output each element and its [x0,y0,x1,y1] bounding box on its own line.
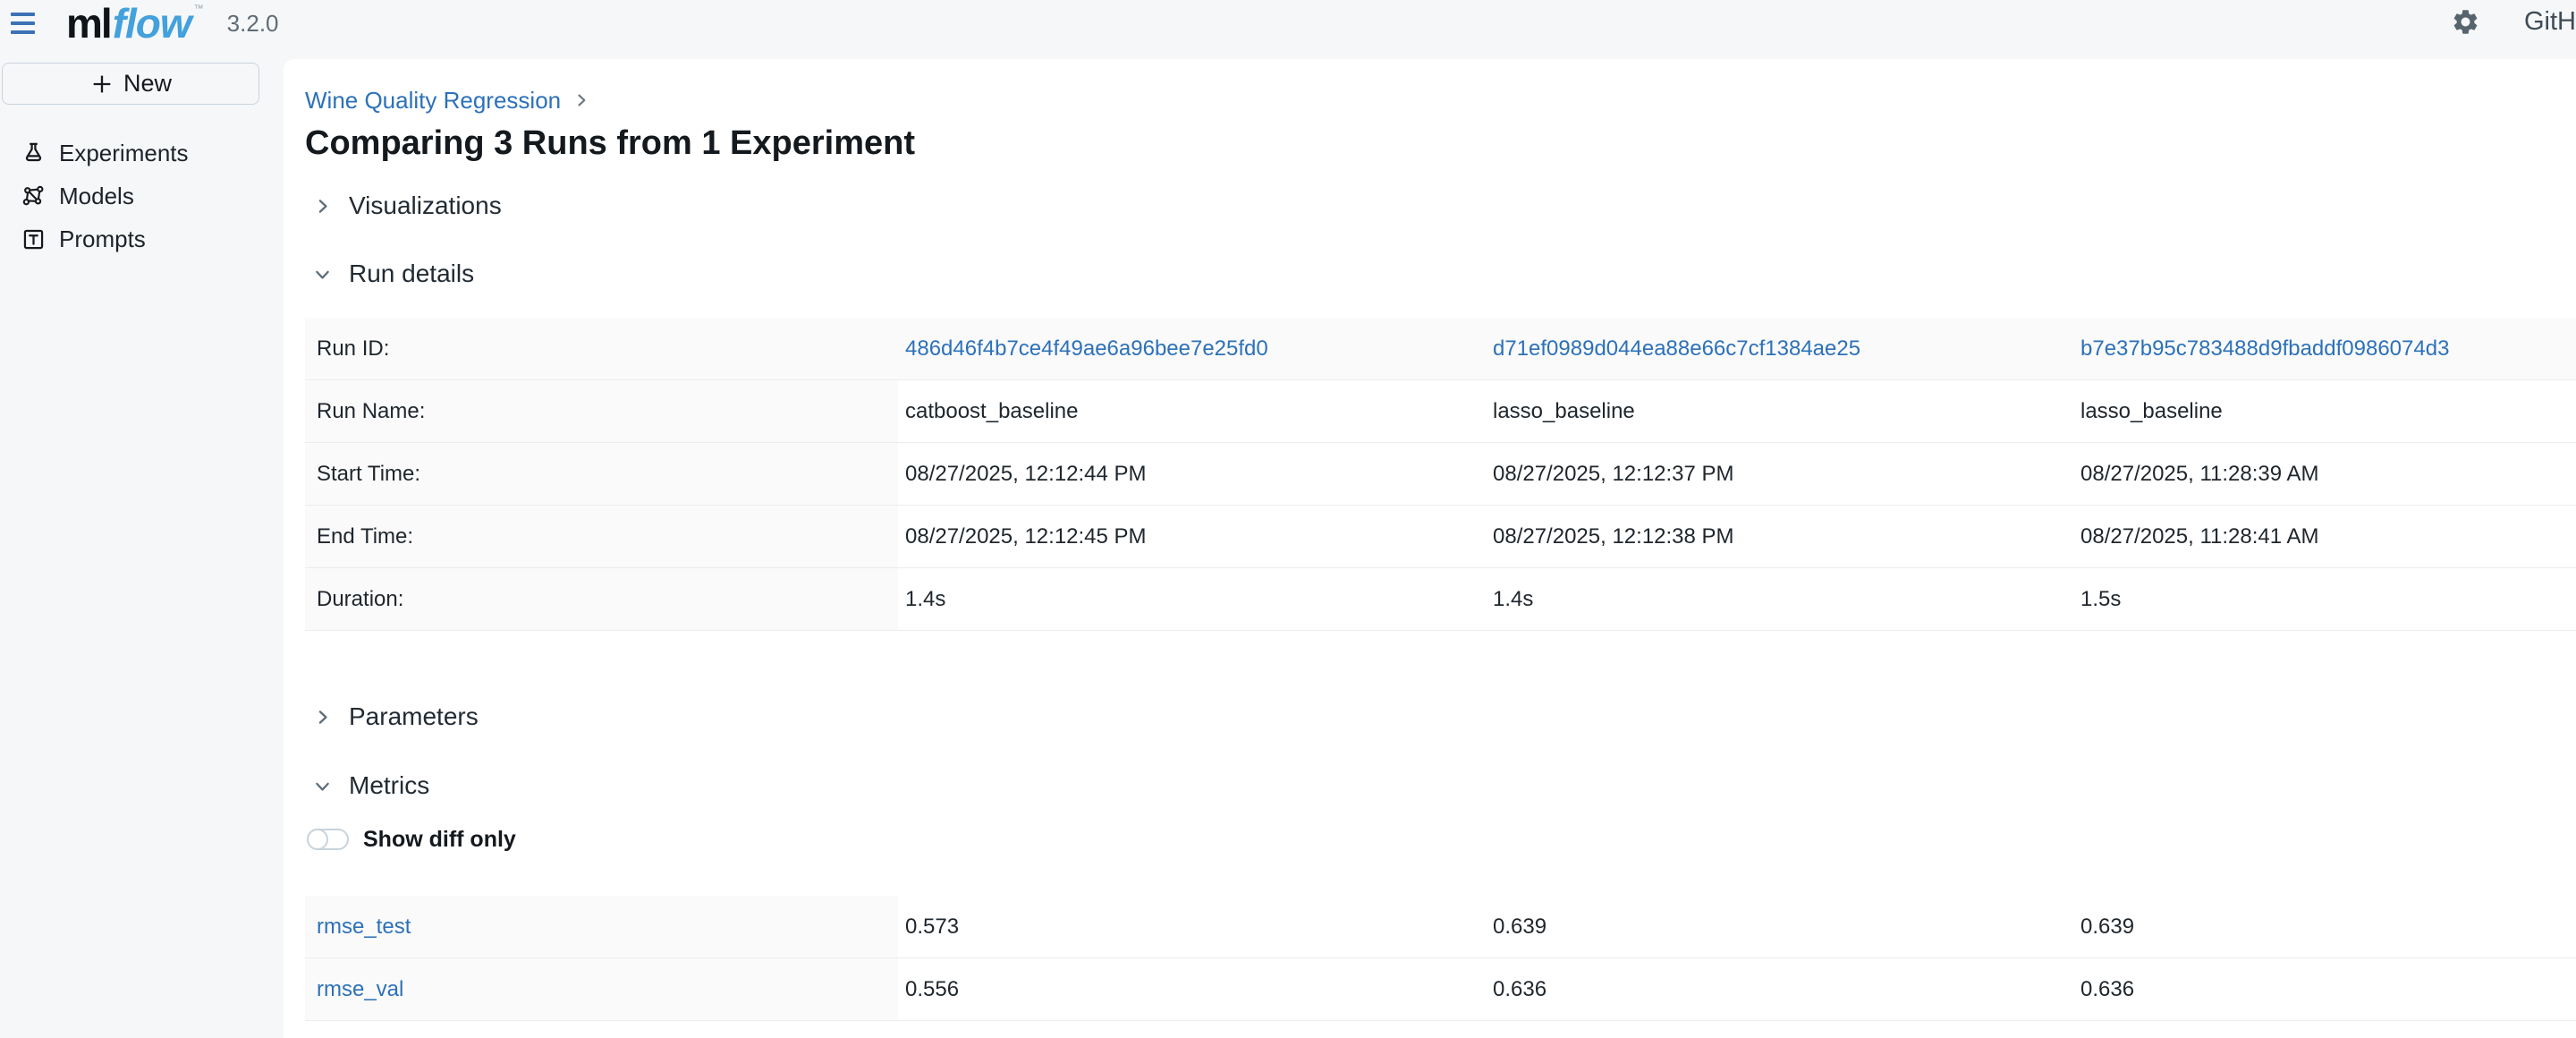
section-label: Run details [349,260,475,287]
breadcrumb-experiment-link[interactable]: Wine Quality Regression [305,86,562,114]
cell-value: 08/27/2025, 11:28:41 AM [2080,523,2319,549]
run-id-link[interactable]: b7e37b95c783488d9fbaddf0986074d3 [2080,336,2450,361]
logo-ml-text: ml [66,0,113,47]
section-label: Parameters [349,702,479,730]
cell-value: 08/27/2025, 12:12:37 PM [1493,461,1734,486]
cell-value: catboost_baseline [905,398,1079,423]
settings-button[interactable] [2449,7,2481,39]
cell-value: 1.5s [2080,586,2122,611]
flask-icon [21,141,46,166]
run-id-link[interactable]: d71ef0989d044ea88e66c7cf1384ae25 [1493,336,1861,361]
table-row-start-time: Start Time: 08/27/2025, 12:12:44 PM 08/2… [305,443,2576,506]
version-label: 3.2.0 [226,9,279,37]
row-label: End Time: [305,506,898,567]
row-label: Duration: [305,568,898,630]
chevron-right-icon [313,708,332,727]
section-parameters[interactable]: Parameters [305,699,2576,735]
cell-value: 08/27/2025, 12:12:38 PM [1493,523,1734,549]
section-run-details[interactable]: Run details [305,256,2576,292]
plus-icon [89,72,114,97]
table-row-rmse-val: rmse_val 0.556 0.636 0.636 [305,958,2576,1021]
chevron-right-icon [313,197,332,216]
cell-value: 0.636 [1493,976,1547,1001]
sidebar-item-models[interactable]: Models [0,174,284,217]
cell-value: 08/27/2025, 12:12:44 PM [905,461,1147,486]
new-button-label: New [123,70,172,97]
cell-value: 0.636 [2080,976,2135,1001]
cell-value: lasso_baseline [1493,398,1635,423]
show-diff-toggle[interactable] [307,829,349,850]
table-row-duration: Duration: 1.4s 1.4s 1.5s [305,568,2576,631]
toggle-knob [307,829,328,850]
metrics-table: rmse_test 0.573 0.639 0.639 rmse_val 0.5… [305,896,2576,1021]
cell-value: 0.639 [1493,914,1547,939]
logo-trademark: ™ [193,4,204,14]
show-diff-label: Show diff only [363,826,516,852]
section-visualizations[interactable]: Visualizations [305,188,2576,224]
breadcrumb: Wine Quality Regression [305,86,2576,115]
mlflow-logo[interactable]: ml flow ™ [66,3,204,44]
metric-link[interactable]: rmse_test [317,914,411,939]
gear-icon [2451,10,2480,39]
top-header: ml flow ™ 3.2.0 GitHub [0,0,2576,47]
main-content: Wine Quality Regression Comparing 3 Runs… [284,59,2576,1038]
sidebar-item-prompts[interactable]: Prompts [0,217,284,260]
hamburger-menu-icon[interactable] [11,5,47,41]
breadcrumb-chevron-icon [572,91,590,109]
row-label: Run Name: [305,380,898,442]
metric-link[interactable]: rmse_val [317,976,404,1001]
sidebar: New Experiments [0,47,284,1038]
sidebar-nav: Experiments Models [0,132,284,260]
sidebar-item-label: Experiments [59,139,189,166]
github-link[interactable]: GitHub [2524,7,2576,36]
section-label: Metrics [349,771,430,799]
table-row-run-name: Run Name: catboost_baseline lasso_baseli… [305,380,2576,443]
cell-value: 1.4s [905,586,946,611]
row-label: Run ID: [317,336,390,361]
sidebar-item-label: Models [59,182,134,209]
new-button[interactable]: New [2,63,259,105]
model-graph-icon [21,184,46,208]
table-row-run-id: Run ID: 486d46f4b7ce4f49ae6a96bee7e25fd0… [305,318,2576,380]
cell-value: 0.639 [2080,914,2135,939]
run-id-link[interactable]: 486d46f4b7ce4f49ae6a96bee7e25fd0 [905,336,1268,361]
cell-value: 0.573 [905,914,960,939]
sidebar-item-experiments[interactable]: Experiments [0,132,284,174]
page-title: Comparing 3 Runs from 1 Experiment [305,124,916,162]
cell-value: 1.4s [1493,586,1534,611]
table-row-end-time: End Time: 08/27/2025, 12:12:45 PM 08/27/… [305,506,2576,568]
row-label: Start Time: [305,443,898,505]
cell-value: 08/27/2025, 11:28:39 AM [2080,461,2319,486]
prompt-box-icon [21,227,46,251]
show-diff-only-row: Show diff only [305,825,2576,854]
chevron-down-icon [313,265,332,284]
cell-value: lasso_baseline [2080,398,2223,423]
section-metrics[interactable]: Metrics [305,768,2576,804]
cell-value: 08/27/2025, 12:12:45 PM [905,523,1147,549]
chevron-down-icon [313,777,332,796]
table-row-rmse-test: rmse_test 0.573 0.639 0.639 [305,896,2576,958]
run-details-table: Run ID: 486d46f4b7ce4f49ae6a96bee7e25fd0… [305,318,2576,631]
logo-flow-text: flow [112,0,192,47]
sidebar-item-label: Prompts [59,225,146,252]
section-label: Visualizations [349,191,502,219]
cell-value: 0.556 [905,976,960,1001]
